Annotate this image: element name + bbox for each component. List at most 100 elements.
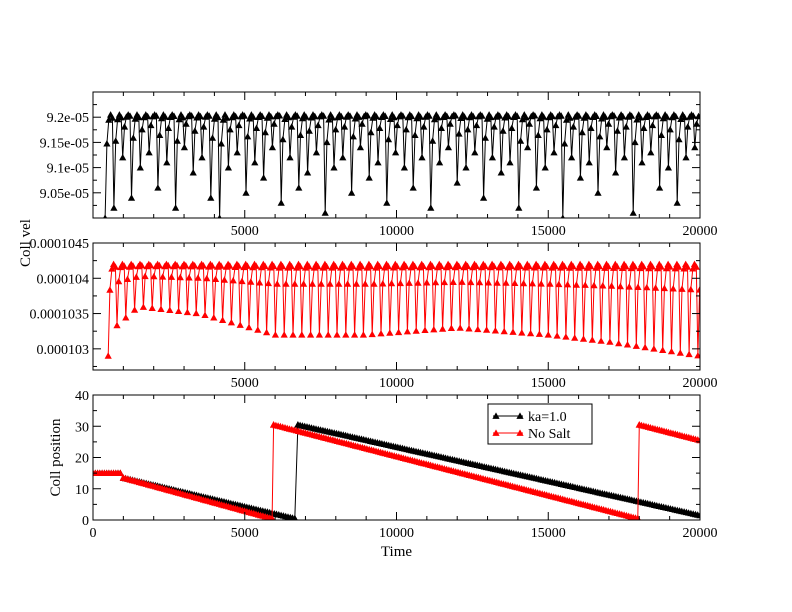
- series-0-point: [588, 336, 596, 343]
- series-0-point: [244, 133, 252, 140]
- series-0-point: [164, 261, 172, 269]
- series-0-point: [535, 330, 543, 337]
- series-0-point: [411, 262, 419, 270]
- series-0-point: [437, 124, 445, 131]
- series-0-point: [268, 143, 276, 151]
- series-0-point: [687, 285, 695, 293]
- series-0-point: [298, 331, 306, 338]
- series-0-point: [409, 184, 417, 191]
- series-0-point: [136, 164, 144, 171]
- series-0-point: [440, 278, 448, 286]
- series-0-point: [548, 112, 556, 120]
- series-0-point: [392, 148, 400, 156]
- series-0-point: [641, 343, 649, 351]
- series-0-point: [576, 174, 584, 181]
- series-0-point: [276, 112, 284, 119]
- series-0-point: [200, 123, 208, 130]
- series-0-point: [295, 184, 303, 191]
- series-0-point: [358, 120, 366, 127]
- series-0-point: [590, 281, 598, 289]
- series-0-point: [578, 128, 586, 136]
- series-0-point: [465, 325, 473, 332]
- x-axis-label: Time: [381, 544, 412, 560]
- series-0-point: [622, 262, 630, 270]
- series-0-point: [469, 112, 477, 120]
- series-0-point: [217, 140, 225, 147]
- series-0-point: [587, 124, 595, 131]
- series-0-point: [208, 134, 217, 141]
- series-0-point: [217, 262, 225, 269]
- series-0-point: [305, 262, 313, 270]
- series-0-point: [282, 280, 290, 287]
- series-1-point: [116, 469, 124, 476]
- series-0-point: [179, 113, 187, 121]
- series-0-point: [543, 262, 551, 270]
- series-0-point: [436, 159, 444, 166]
- series-0-point: [430, 325, 438, 333]
- series-0-point: [127, 194, 136, 201]
- series-0-point: [166, 306, 174, 313]
- series-0-point: [113, 321, 121, 329]
- series-0-point: [534, 131, 542, 138]
- series-0-point: [638, 159, 646, 166]
- series-0-point: [403, 327, 411, 335]
- series-0-point: [375, 262, 383, 270]
- series-0-point: [340, 262, 348, 270]
- series-0-point: [471, 148, 479, 156]
- series-0-point: [654, 112, 662, 119]
- series-0-point: [270, 262, 278, 270]
- series-0-point: [672, 112, 680, 120]
- series-0-point: [594, 189, 602, 196]
- series-0-point: [575, 112, 583, 119]
- series-0-point: [453, 179, 461, 186]
- series-0-point: [499, 262, 507, 269]
- series-0-point: [481, 262, 489, 269]
- series-0-point: [504, 112, 512, 120]
- series-0-point: [284, 113, 292, 121]
- series-0-point: [537, 280, 545, 287]
- series-0-point: [267, 113, 275, 120]
- series-0-point: [625, 283, 633, 290]
- y-tick-label: 9.15e-05: [40, 136, 89, 151]
- series-0-point: [191, 127, 199, 134]
- series-0-point: [639, 263, 648, 270]
- series-0-point: [333, 331, 341, 338]
- series-0-point: [499, 127, 507, 134]
- series-0-point: [384, 262, 392, 270]
- series-0-point: [370, 280, 378, 287]
- series-0-point: [376, 124, 384, 131]
- series-0-point: [525, 262, 533, 270]
- x-tick-label: 10000: [379, 224, 414, 239]
- series-0-point: [500, 327, 508, 335]
- series-0-point: [349, 262, 357, 270]
- series-0-point: [352, 280, 360, 287]
- series-0-point: [155, 261, 163, 269]
- series-0-point: [650, 345, 658, 352]
- panel-middle-red: 5000 10000 15000 20000 0.000103 0.0001035 0.00…: [18, 219, 718, 391]
- series-0-point: [657, 263, 665, 270]
- y-axis-label: Coll position: [48, 418, 64, 496]
- series-0-point: [562, 333, 570, 340]
- series-0-point: [677, 115, 685, 122]
- series-0-point: [263, 328, 271, 336]
- series-0-point: [192, 309, 200, 317]
- series-0-point: [546, 280, 554, 287]
- series-0-point: [396, 279, 404, 287]
- series-0-point: [355, 113, 363, 120]
- series-0-point: [131, 306, 139, 313]
- series-0-point: [634, 283, 642, 290]
- y-tick-label: 9.1e-05: [47, 162, 89, 177]
- series-0-point: [185, 274, 193, 281]
- series-0-point: [226, 125, 234, 133]
- series-0-point: [172, 204, 180, 211]
- series-0-point: [528, 279, 536, 287]
- series-0-point: [434, 113, 442, 121]
- series-0-point: [286, 153, 294, 161]
- series-0-point: [105, 116, 113, 123]
- series-0-point: [279, 135, 287, 143]
- series-0-point: [368, 330, 376, 338]
- series-0-point: [527, 329, 535, 337]
- y-tick-label: 0.000104: [37, 272, 90, 287]
- series-0-point: [551, 262, 560, 270]
- series-0-point: [227, 318, 235, 326]
